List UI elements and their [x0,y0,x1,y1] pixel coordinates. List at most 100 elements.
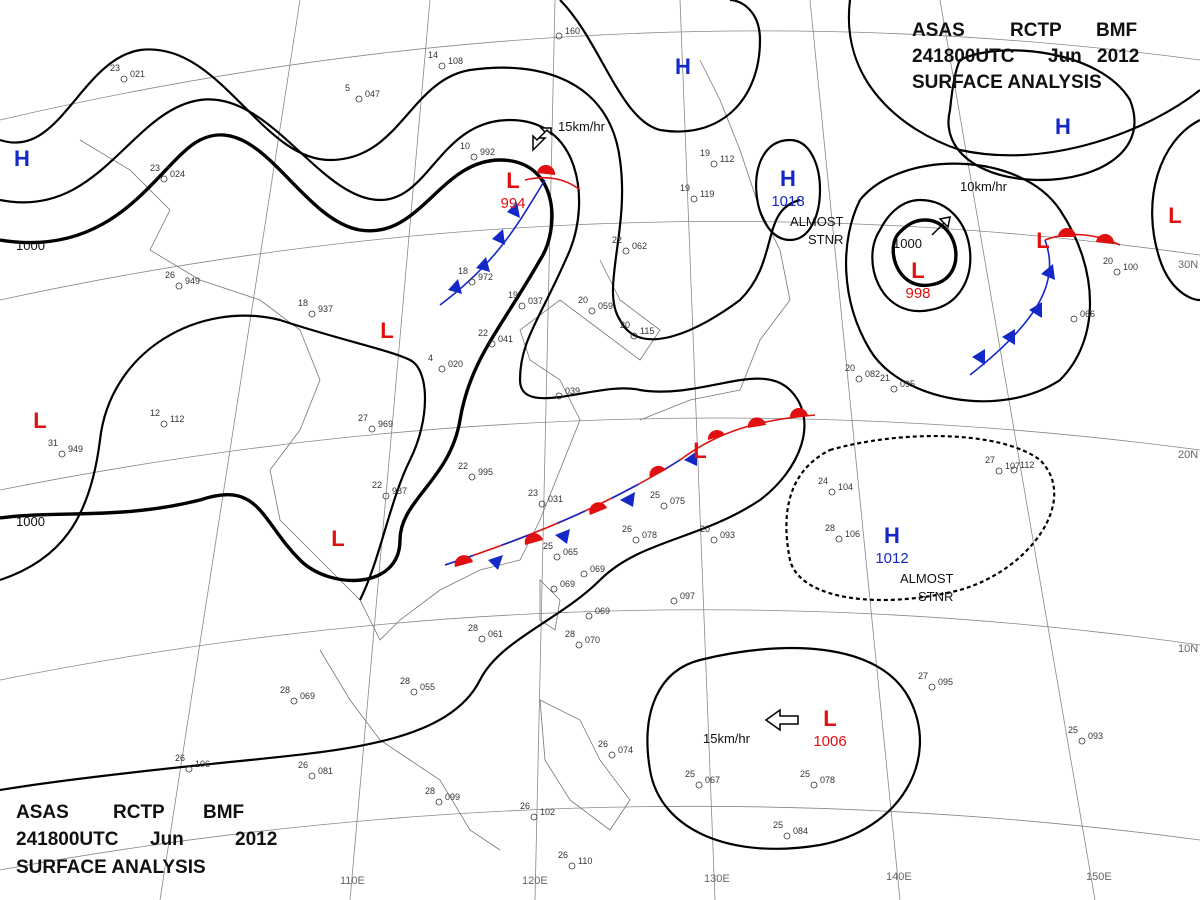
isobar [0,314,426,601]
station-pressure: 110 [578,856,592,866]
isobar [559,0,762,133]
stationary-note: STNR [808,232,843,247]
motion-speed: 15km/hr [703,731,751,746]
station-temperature: 20 [700,524,710,534]
station-pressure: 112 [170,414,184,424]
station-pressure: 992 [480,147,495,157]
cold-front [969,239,1051,376]
station-temperature: 20 [845,363,855,373]
pressure-center: L [331,526,344,551]
isobars [0,0,1200,850]
latitude-label: 10N [1178,643,1198,655]
station-pressure: 937 [318,304,333,314]
station-pressure: 969 [378,419,393,429]
station-marker [670,597,678,605]
station-pressure: 112 [720,154,734,164]
station-pressure: 093 [720,530,735,540]
station-marker [690,195,698,203]
station-pressure: 039 [565,386,580,396]
station-temperature: 25 [800,769,810,779]
station-pressure: 078 [642,530,657,540]
station-pressure: 031 [548,494,563,504]
station-pressure: 107 [1005,461,1020,471]
station-pressure: 047 [365,89,380,99]
station-pressure: 069 [300,691,315,701]
station-temperature: 22 [372,480,382,490]
station-temperature: 25 [543,541,553,551]
pressure-center: H [14,146,30,171]
station-marker [568,862,576,870]
lon-line [939,0,1096,900]
header-year: 2012 [235,829,277,850]
station-temperature: 26 [520,801,530,811]
isobar [646,646,921,850]
central-pressure: 994 [500,195,525,212]
lon-line [349,0,431,900]
station-marker [585,612,593,620]
pressure-center: L [380,318,393,343]
pressure-center: H [884,523,900,548]
station-marker [1078,737,1086,745]
station-temperature: 26 [558,850,568,860]
motion-speed: 10km/hr [960,179,1008,194]
station-marker [355,95,363,103]
station-marker [810,781,818,789]
fronts [439,164,1121,570]
station-marker [308,772,316,780]
header-product: SURFACE ANALYSIS [912,72,1102,93]
station-marker [783,832,791,840]
latitude-label: 30N [1178,259,1198,271]
station-pressure: 949 [68,444,83,454]
station-marker [575,641,583,649]
station-temperature: 25 [650,490,660,500]
station-temperature: 14 [428,50,438,60]
pressure-center: L [911,258,924,283]
station-pressure: 067 [705,775,720,785]
header-agency: ASAS [912,20,965,41]
station-temperature: 21 [880,373,890,383]
stationary-note: STNR [918,589,953,604]
longitude-label: 140E [886,871,912,883]
station-temperature: 26 [298,760,308,770]
lon-line [809,0,901,900]
station-temperature: 28 [280,685,290,695]
warm-front [524,176,581,191]
station-temperature: 20 [1103,256,1113,266]
lat-line [0,609,1200,681]
pressure-center: L [506,168,519,193]
warm-front [1044,233,1121,246]
station-temperature: 20 [578,295,588,305]
station-marker [160,420,168,428]
station-pressure: 066 [1080,309,1095,319]
longitude-label: 120E [522,875,548,887]
station-pressure: 949 [185,276,200,286]
station-temperature: 31 [48,438,58,448]
station-temperature: 23 [110,63,120,73]
station-marker [588,307,596,315]
station-temperature: 18 [298,298,308,308]
station-marker [468,473,476,481]
station-temperature: 28 [468,623,478,633]
station-temperature: 10 [460,141,470,151]
island [539,699,631,831]
central-pressure: 1018 [771,193,804,210]
isobar [785,434,1056,602]
station-marker [530,813,538,821]
station-marker [290,697,298,705]
header-product: SURFACE ANALYSIS [16,857,206,878]
lat-line [0,805,1200,871]
station-pressure: 069 [590,564,605,574]
station-marker [855,375,863,383]
pressure-center: H [675,54,691,79]
isobar-label: 1000 [893,236,922,251]
pressure-center: L [693,438,706,463]
station-marker [368,425,376,433]
station-marker [995,467,1003,475]
station-marker [1113,268,1121,276]
isobar-label: 1000 [16,238,45,253]
station-temperature: 20 [620,320,630,330]
station-marker [710,160,718,168]
station-pressure: 069 [560,579,575,589]
station-pressure: 061 [488,629,503,639]
